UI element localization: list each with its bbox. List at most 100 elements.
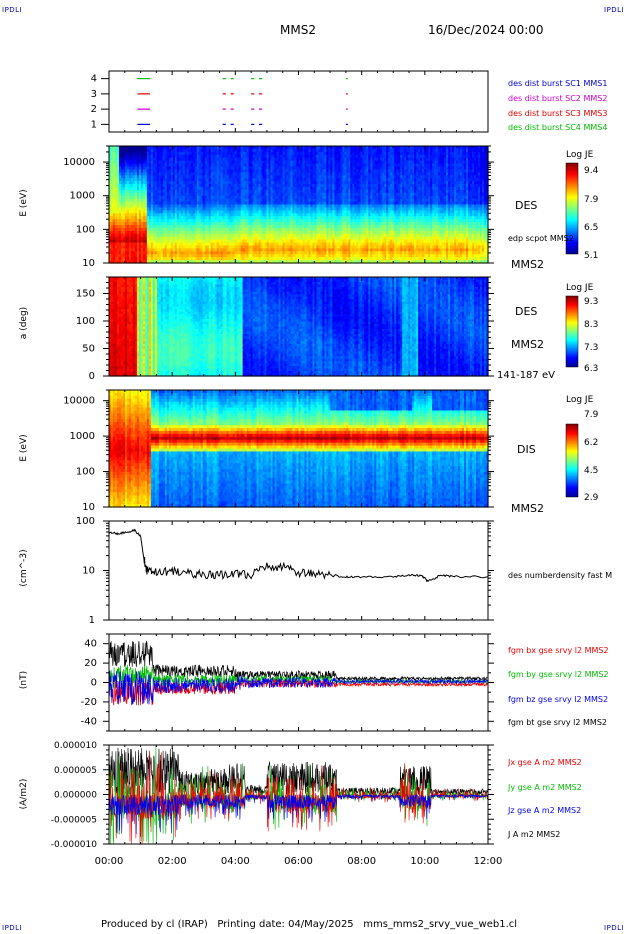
heat-cell <box>164 201 168 206</box>
heat-cell <box>212 213 216 217</box>
heat-cell <box>298 254 302 258</box>
heat-cell <box>268 257 272 261</box>
heat-cell <box>156 169 160 173</box>
heat-cell <box>116 260 120 264</box>
heat-cell <box>236 230 240 235</box>
heat-cell <box>226 181 230 185</box>
heat-cell <box>148 219 152 223</box>
heat-cell <box>272 198 276 203</box>
heat-cell <box>172 175 176 179</box>
heat-cell <box>176 163 180 168</box>
heat-cell <box>200 207 204 211</box>
heat-cell <box>278 213 282 217</box>
heat-cell <box>300 160 304 165</box>
heat-cell <box>206 201 210 206</box>
heat-cell <box>130 224 134 229</box>
heat-cell <box>130 184 134 188</box>
heat-cell <box>190 233 194 238</box>
heat-cell <box>212 163 216 168</box>
heat-cell <box>110 172 114 176</box>
heat-cell <box>248 184 252 188</box>
heat-cell <box>176 213 180 217</box>
heat-cell <box>140 224 144 229</box>
heat-cell <box>260 245 264 249</box>
heat-cell <box>214 151 218 156</box>
heat-cell <box>224 210 228 214</box>
heat-cell <box>198 195 202 200</box>
heat-cell <box>298 207 302 211</box>
heat-cell <box>306 254 310 258</box>
heat-cell <box>308 172 312 176</box>
heat-cell <box>212 236 216 241</box>
heat-cell <box>194 148 198 153</box>
heat-cell <box>116 210 120 214</box>
heat-cell <box>202 189 206 194</box>
heat-cell <box>204 248 208 252</box>
heat-cell <box>110 160 114 165</box>
heat-cell <box>306 148 310 153</box>
heat-cell <box>142 251 146 255</box>
heat-cell <box>260 254 264 258</box>
heat-cell <box>228 189 232 194</box>
heat-cell <box>302 154 306 159</box>
heat-cell <box>208 239 212 244</box>
heat-cell <box>109 201 112 206</box>
heat-cell <box>180 175 184 179</box>
heat-cell <box>114 213 118 217</box>
heat-cell <box>182 222 186 226</box>
heat-cell <box>158 227 162 232</box>
heat-cell <box>162 192 166 197</box>
heat-cell <box>208 154 212 159</box>
heat-cell <box>166 175 170 179</box>
heat-cell <box>300 151 304 156</box>
heat-cell <box>284 242 288 247</box>
heat-cell <box>208 189 212 194</box>
heat-cell <box>148 198 152 203</box>
heat-cell <box>284 219 288 223</box>
heat-cell <box>270 160 274 165</box>
heat-cell <box>134 146 138 150</box>
heat-cell <box>140 245 144 249</box>
heat-cell <box>292 254 296 258</box>
heat-cell <box>272 233 276 238</box>
heat-cell <box>290 163 294 168</box>
heat-cell <box>274 260 278 264</box>
heat-cell <box>280 242 284 247</box>
heat-cell <box>282 195 286 200</box>
heat-cell <box>270 175 274 179</box>
heat-cell <box>286 172 290 176</box>
heat-cell <box>210 148 214 153</box>
heat-cell <box>262 245 266 249</box>
heat-cell <box>124 148 128 153</box>
heat-cell <box>110 192 114 197</box>
heat-cell <box>130 163 134 168</box>
heat-cell <box>212 219 216 223</box>
heat-cell <box>210 154 214 159</box>
heat-cell <box>202 222 206 226</box>
heat-cell <box>132 151 136 156</box>
heat-cell <box>180 251 184 255</box>
heat-cell <box>258 254 262 258</box>
heat-cell <box>280 163 284 168</box>
heat-cell <box>214 239 218 244</box>
heat-cell <box>304 198 308 203</box>
heat-cell <box>210 216 214 220</box>
heat-cell <box>200 195 204 200</box>
heat-cell <box>300 216 304 220</box>
heat-cell <box>280 216 284 220</box>
heat-cell <box>256 213 260 217</box>
heat-cell <box>196 169 200 173</box>
heat-cell <box>290 242 294 247</box>
heat-cell <box>160 195 164 200</box>
heat-cell <box>200 227 204 232</box>
heat-cell <box>246 222 250 226</box>
heat-cell <box>180 169 184 173</box>
heat-cell <box>236 239 240 244</box>
heat-cell <box>298 242 302 247</box>
heat-cell <box>142 163 146 168</box>
heat-cell <box>152 166 156 170</box>
heat-cell <box>274 236 278 241</box>
heat-cell <box>274 242 278 247</box>
heat-cell <box>308 160 312 165</box>
heat-cell <box>176 178 180 182</box>
